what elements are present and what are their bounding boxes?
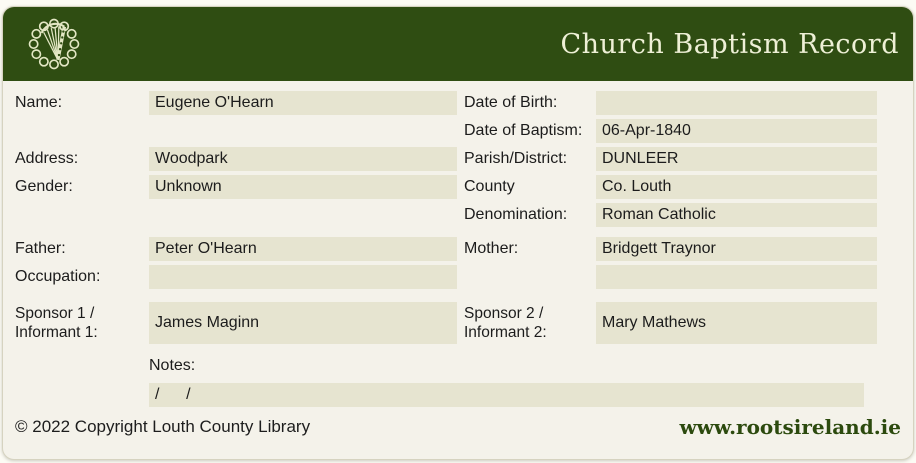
gender-value: Unknown <box>149 175 457 199</box>
notes-label: Notes: <box>149 357 196 374</box>
date-of-baptism-value: 06-Apr-1840 <box>596 119 877 143</box>
notes-label-row: Notes: <box>15 356 877 376</box>
parish-district-value: DUNLEER <box>596 147 877 171</box>
county-value: Co. Louth <box>596 175 877 199</box>
date-of-baptism-label: Date of Baptism: <box>464 122 583 139</box>
denomination-value: Roman Catholic <box>596 203 877 227</box>
address-label: Address: <box>15 150 79 167</box>
mother-value: Bridgett Traynor <box>596 237 877 261</box>
row-denomination: Denomination: Roman Catholic <box>15 203 877 227</box>
occupation-value <box>149 265 457 289</box>
row-father-mother: Father: Peter O'Hearn Mother: Bridgett T… <box>15 237 877 261</box>
mother-label: Mother: <box>464 240 519 257</box>
parish-district-label: Parish/District: <box>464 150 568 167</box>
footer-bar: © 2022 Copyright Louth County Library ww… <box>15 411 901 443</box>
notes-value: / / <box>149 383 864 407</box>
sponsor1-informant1-value: James Maginn <box>149 302 457 344</box>
copyright-text: © 2022 Copyright Louth County Library <box>15 417 311 436</box>
record-form: Name: Eugene O'Hearn Date of Birth: Date… <box>15 91 877 407</box>
occupation-right-value <box>596 265 877 289</box>
name-value: Eugene O'Hearn <box>149 91 457 115</box>
header-bar: Church Baptism Record <box>3 7 913 81</box>
row-gender-county: Gender: Unknown County Co. Louth <box>15 175 877 199</box>
sponsor2-informant2-label: Sponsor 2 / Informant 2: <box>464 305 547 341</box>
row-name-dob: Name: Eugene O'Hearn Date of Birth: <box>15 91 877 115</box>
name-label: Name: <box>15 94 63 111</box>
rootsireland-harp-logo-icon <box>25 15 83 73</box>
page-title: Church Baptism Record <box>560 28 899 60</box>
row-baptism-date: Date of Baptism: 06-Apr-1840 <box>15 119 877 143</box>
row-sponsors: Sponsor 1 / Informant 1: James Maginn Sp… <box>15 302 877 344</box>
baptism-record-card: Church Baptism Record Name: Eugene O'Hea… <box>2 6 914 460</box>
row-occupation: Occupation: <box>15 265 877 289</box>
occupation-label: Occupation: <box>15 268 101 285</box>
gender-label: Gender: <box>15 178 73 195</box>
sponsor2-informant2-value: Mary Mathews <box>596 302 877 344</box>
county-label: County <box>464 178 515 195</box>
father-label: Father: <box>15 240 66 257</box>
sponsor1-informant1-label: Sponsor 1 / Informant 1: <box>15 305 98 341</box>
denomination-label: Denomination: <box>464 206 568 223</box>
row-address-parish: Address: Woodpark Parish/District: DUNLE… <box>15 147 877 171</box>
date-of-birth-value <box>596 91 877 115</box>
notes-row: / / <box>15 383 877 407</box>
address-value: Woodpark <box>149 147 457 171</box>
date-of-birth-label: Date of Birth: <box>464 94 558 111</box>
website-link[interactable]: www.rootsireland.ie <box>679 415 901 439</box>
father-value: Peter O'Hearn <box>149 237 457 261</box>
